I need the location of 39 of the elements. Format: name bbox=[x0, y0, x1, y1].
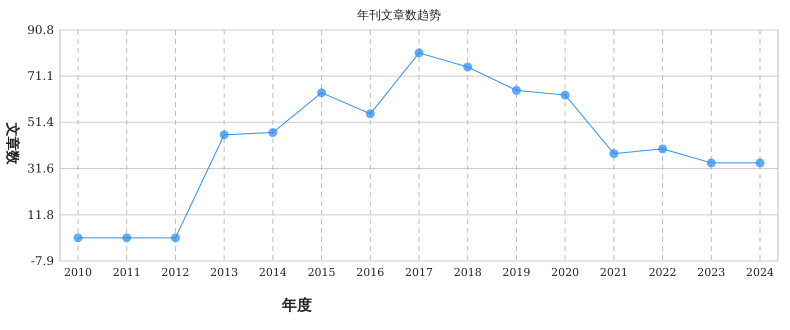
x-tick-label: 2021 bbox=[600, 266, 628, 279]
x-tick-label: 2013 bbox=[210, 266, 238, 279]
point bbox=[658, 144, 668, 154]
y-tick-label: 90.8 bbox=[27, 23, 54, 37]
y-axis-title: 文章数 bbox=[4, 122, 21, 166]
point bbox=[706, 158, 716, 168]
y-tick-label: 51.4 bbox=[27, 115, 54, 130]
x-tick-label: 2012 bbox=[161, 266, 190, 279]
x-axis-title: 年度 bbox=[281, 296, 312, 314]
point bbox=[220, 130, 229, 140]
point bbox=[317, 88, 326, 98]
point bbox=[414, 48, 424, 58]
point bbox=[122, 233, 132, 242]
x-tick-label: 2019 bbox=[502, 266, 530, 279]
chart-title: 年刊文章数趋势 bbox=[357, 8, 441, 22]
point bbox=[756, 158, 764, 168]
x-tick-label: 2024 bbox=[746, 266, 774, 279]
point bbox=[463, 62, 472, 72]
point bbox=[170, 233, 180, 242]
point bbox=[609, 149, 618, 158]
point bbox=[268, 128, 278, 138]
x-tick-label: 2016 bbox=[356, 266, 384, 279]
y-tick-label: 11.8 bbox=[27, 208, 54, 222]
point bbox=[366, 109, 375, 118]
point bbox=[74, 233, 82, 242]
y-tick-label: -7.9 bbox=[30, 254, 54, 268]
x-tick-label: 2018 bbox=[454, 266, 482, 279]
x-tick-label: 2023 bbox=[697, 266, 726, 279]
x-tick-label: 2010 bbox=[64, 266, 92, 279]
y-tick-label: 31.6 bbox=[27, 162, 54, 176]
x-tick-label: 2022 bbox=[648, 266, 677, 279]
x-tick-label: 2014 bbox=[258, 266, 287, 279]
point bbox=[560, 90, 570, 100]
x-tick-label: 2020 bbox=[551, 266, 580, 279]
y-tick-label: 71.1 bbox=[27, 69, 54, 84]
x-tick-label: 2011 bbox=[112, 266, 141, 279]
point bbox=[512, 86, 521, 95]
x-tick-label: 2017 bbox=[405, 266, 433, 279]
x-tick-label: 2015 bbox=[308, 266, 336, 279]
